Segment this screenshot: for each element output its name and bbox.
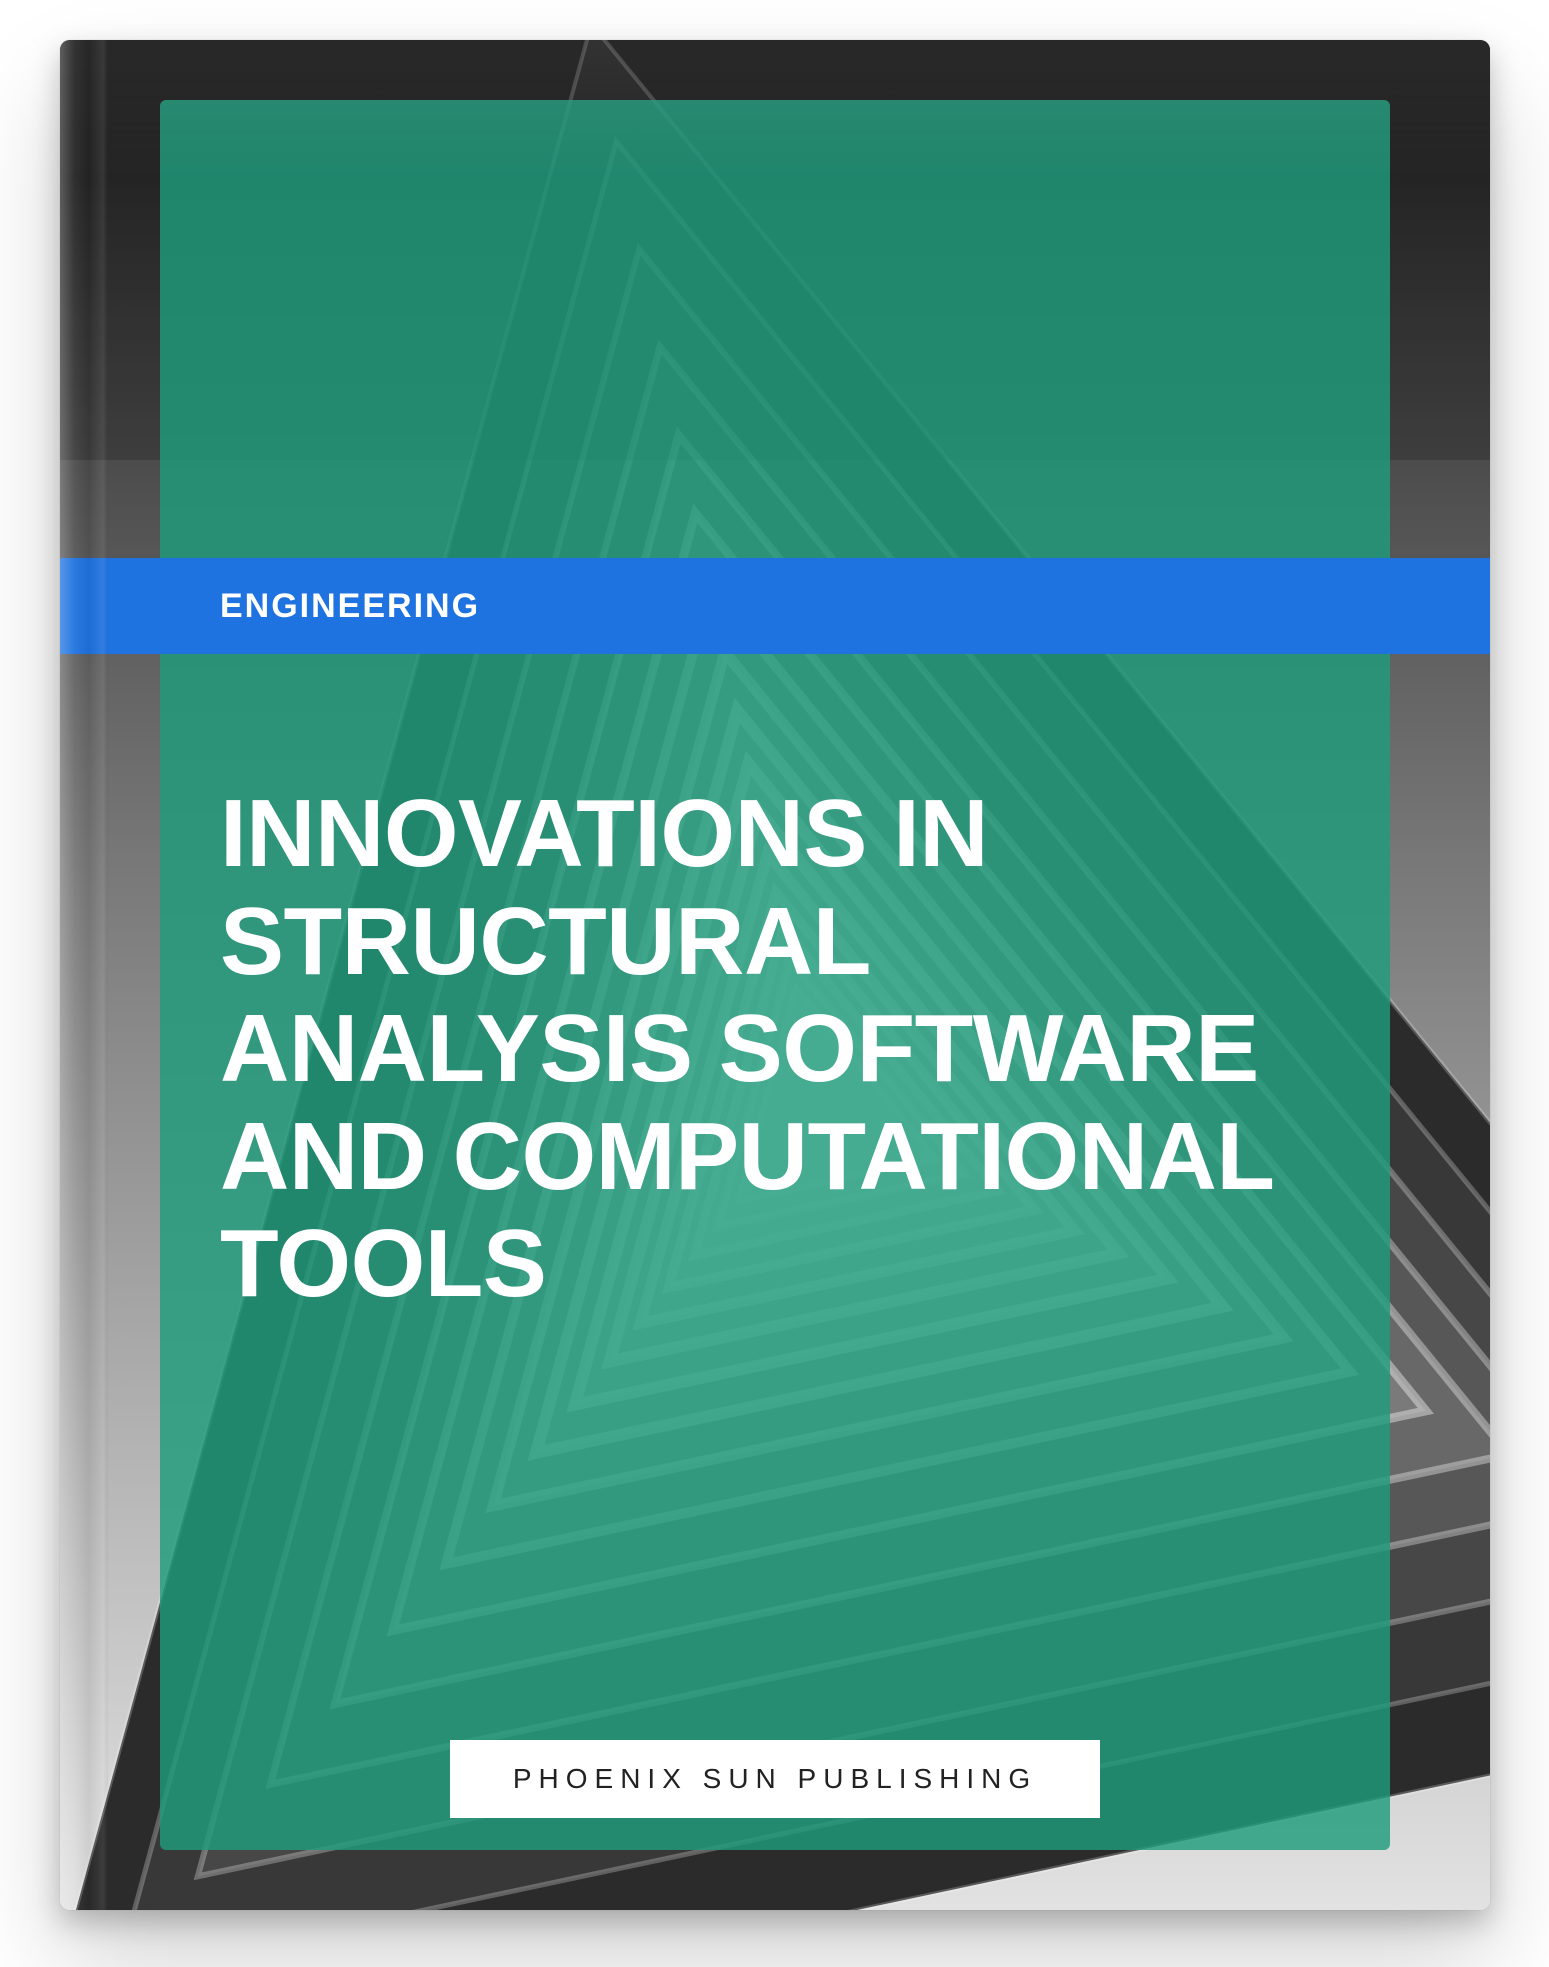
category-label: ENGINEERING [220,587,480,626]
category-band: ENGINEERING [60,558,1490,654]
cover-title: INNOVATIONS IN STRUCTURAL ANALYSIS SOFTW… [220,780,1360,1318]
publisher-chip: PHOENIX SUN PUBLISHING [450,1740,1100,1818]
publisher-label: PHOENIX SUN PUBLISHING [513,1763,1037,1795]
canvas: ENGINEERING INNOVATIONS IN STRUCTURAL AN… [0,0,1549,1967]
book-cover: ENGINEERING INNOVATIONS IN STRUCTURAL AN… [60,40,1490,1910]
